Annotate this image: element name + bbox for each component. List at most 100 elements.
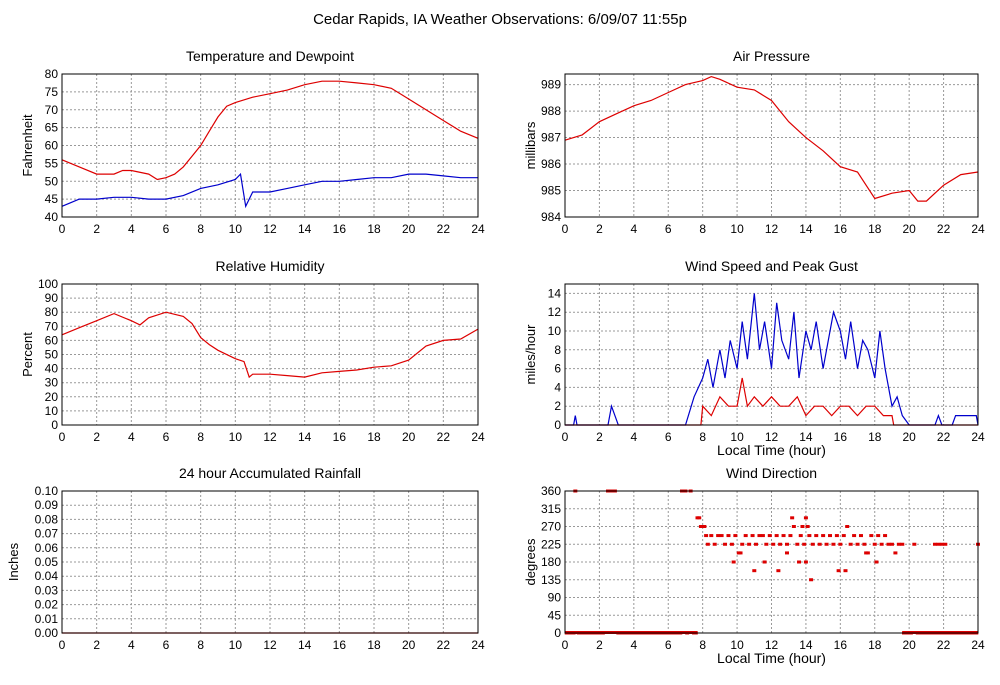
x-tick-label: 12 bbox=[263, 638, 277, 652]
data-point bbox=[886, 542, 891, 546]
series-line-0 bbox=[61, 311, 479, 379]
data-point bbox=[788, 534, 793, 538]
y-tick-label: 986 bbox=[541, 157, 561, 171]
data-point bbox=[774, 534, 779, 538]
data-point bbox=[697, 516, 702, 520]
x-tick-label: 16 bbox=[333, 430, 347, 444]
data-point bbox=[900, 542, 905, 546]
y-tick-label: 0.01 bbox=[35, 612, 59, 626]
x-tick-label: 16 bbox=[834, 430, 848, 444]
data-point bbox=[738, 551, 743, 555]
data-point bbox=[939, 542, 944, 546]
y-axis-label: Inches bbox=[6, 542, 21, 581]
y-axis-label: miles/hour bbox=[523, 324, 538, 385]
x-tick-label: 24 bbox=[971, 638, 985, 652]
data-point bbox=[704, 534, 709, 538]
y-tick-label: 988 bbox=[541, 104, 561, 118]
data-point bbox=[834, 534, 839, 538]
x-tick-label: 24 bbox=[471, 430, 485, 444]
x-tick-label: 18 bbox=[367, 430, 381, 444]
x-tick-label: 18 bbox=[868, 222, 882, 236]
data-point bbox=[726, 534, 731, 538]
x-tick-label: 20 bbox=[402, 222, 416, 236]
y-tick-label: 75 bbox=[45, 85, 59, 99]
x-tick-label: 16 bbox=[333, 222, 347, 236]
data-point bbox=[889, 542, 894, 546]
data-point bbox=[762, 560, 767, 564]
data-point bbox=[729, 542, 734, 546]
y-tick-label: 40 bbox=[45, 362, 59, 376]
data-point bbox=[709, 534, 714, 538]
x-tick-label: 2 bbox=[596, 222, 603, 236]
y-axis-label: Fahrenheit bbox=[20, 114, 35, 177]
y-tick-label: 0.05 bbox=[35, 555, 59, 569]
data-point bbox=[805, 525, 810, 528]
data-point bbox=[795, 542, 800, 546]
x-tick-label: 12 bbox=[765, 222, 779, 236]
x-tick-label: 0 bbox=[59, 222, 66, 236]
data-point bbox=[838, 542, 843, 546]
x-tick-label: 6 bbox=[163, 430, 170, 444]
y-tick-label: 0.07 bbox=[35, 527, 59, 541]
y-tick-label: 50 bbox=[45, 174, 59, 188]
x-tick-label: 12 bbox=[263, 430, 277, 444]
data-point bbox=[841, 534, 846, 538]
x-tick-label: 14 bbox=[799, 430, 813, 444]
y-tick-label: 10 bbox=[548, 324, 562, 338]
data-point bbox=[852, 534, 857, 538]
x-tick-label: 4 bbox=[128, 430, 135, 444]
chart-title: 24 hour Accumulated Rainfall bbox=[179, 465, 361, 481]
y-tick-label: 60 bbox=[45, 333, 59, 347]
x-tick-label: 0 bbox=[59, 430, 66, 444]
plot-frame bbox=[564, 490, 979, 634]
x-tick-label: 22 bbox=[437, 638, 451, 652]
data-point bbox=[803, 516, 808, 520]
y-tick-label: 45 bbox=[45, 192, 59, 206]
data-point bbox=[757, 534, 762, 538]
y-tick-label: 55 bbox=[45, 156, 59, 170]
data-point bbox=[862, 542, 867, 546]
data-point bbox=[848, 542, 853, 546]
series-line-0 bbox=[61, 80, 479, 181]
data-point bbox=[824, 542, 829, 546]
x-tick-label: 12 bbox=[263, 222, 277, 236]
y-tick-label: 987 bbox=[541, 131, 561, 145]
x-tick-label: 8 bbox=[699, 222, 706, 236]
data-point bbox=[760, 534, 765, 538]
x-tick-label: 20 bbox=[402, 638, 416, 652]
y-tick-label: 80 bbox=[45, 305, 59, 319]
data-point bbox=[702, 525, 707, 528]
y-tick-label: 65 bbox=[45, 121, 59, 135]
data-point bbox=[778, 542, 783, 546]
x-axis-label: Local Time (hour) bbox=[717, 650, 826, 666]
x-tick-label: 22 bbox=[437, 222, 451, 236]
data-point bbox=[754, 542, 759, 546]
y-tick-label: 270 bbox=[541, 520, 561, 534]
data-point bbox=[864, 551, 869, 555]
data-point bbox=[896, 542, 901, 546]
y-tick-label: 0.08 bbox=[35, 512, 59, 526]
data-point bbox=[776, 569, 781, 573]
x-tick-label: 6 bbox=[163, 222, 170, 236]
data-point bbox=[800, 525, 805, 528]
x-tick-label: 6 bbox=[163, 638, 170, 652]
y-tick-label: 180 bbox=[541, 555, 561, 569]
data-point bbox=[817, 542, 822, 546]
x-tick-label: 4 bbox=[630, 222, 637, 236]
y-tick-label: 40 bbox=[45, 210, 59, 224]
x-tick-label: 18 bbox=[367, 222, 381, 236]
data-point bbox=[869, 534, 874, 538]
series-line-1 bbox=[565, 377, 978, 426]
y-tick-label: 10 bbox=[45, 404, 59, 418]
x-tick-label: 0 bbox=[562, 638, 569, 652]
y-tick-label: 0.00 bbox=[35, 626, 59, 640]
page-title: Cedar Rapids, IA Weather Observations: 6… bbox=[313, 11, 687, 28]
y-tick-label: 90 bbox=[45, 291, 59, 305]
y-tick-label: 80 bbox=[45, 67, 59, 81]
data-point bbox=[943, 542, 948, 546]
x-tick-label: 8 bbox=[197, 430, 204, 444]
y-tick-label: 0.10 bbox=[35, 484, 59, 498]
